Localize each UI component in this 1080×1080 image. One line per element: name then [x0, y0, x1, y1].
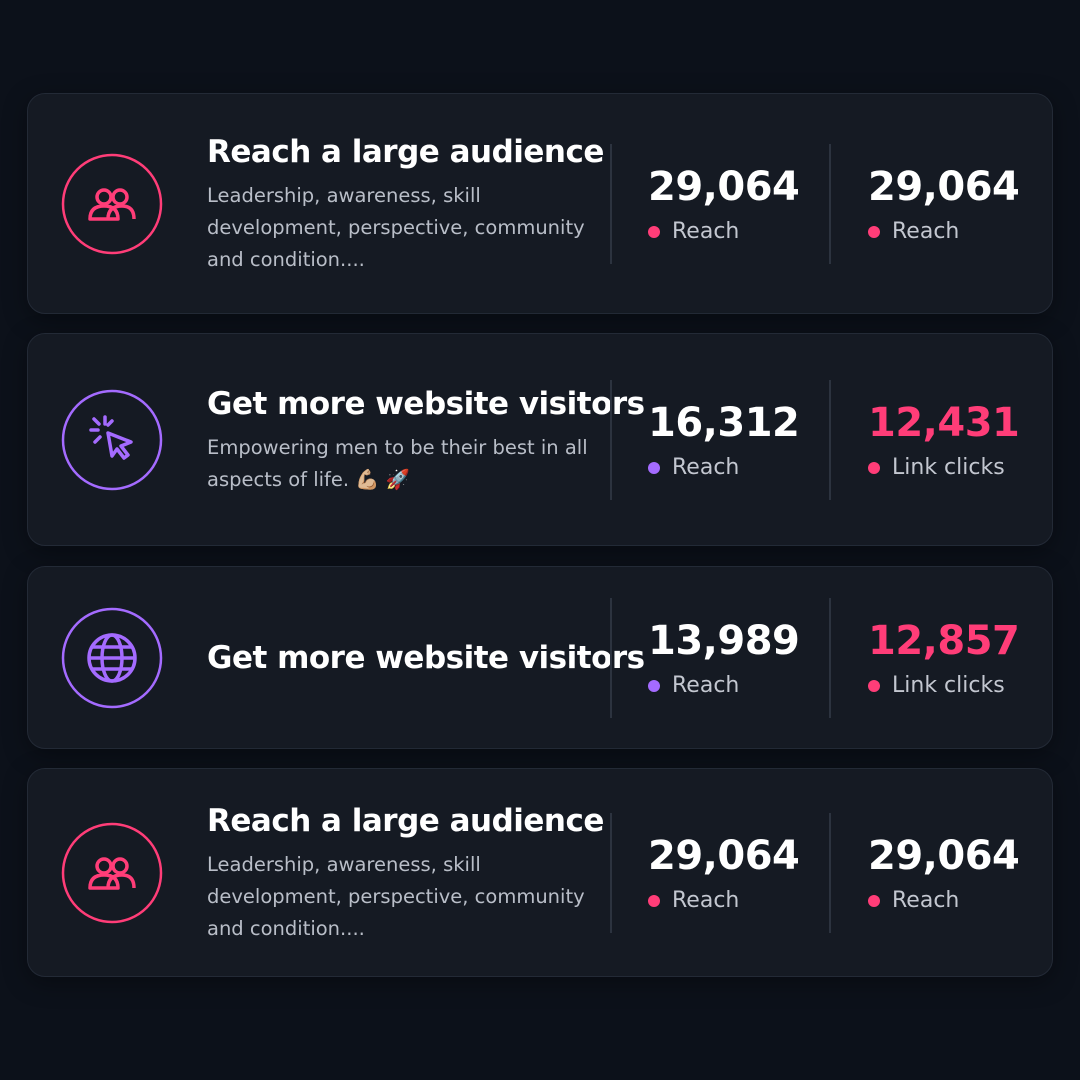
card: Reach a large audience Leadership, awaren…	[27, 768, 1053, 977]
stat-label-row: Link clicks	[868, 671, 1019, 701]
card-title: Reach a large audience	[207, 133, 604, 170]
stat: 29,064 Reach	[648, 830, 800, 916]
card-description: Empowering men to be their best in all a…	[207, 435, 588, 491]
stat: 16,312 Reach	[648, 397, 800, 483]
stat-label-row: Reach	[868, 886, 1019, 916]
legend-dot	[868, 461, 880, 474]
stat-label: Link clicks	[892, 454, 1005, 480]
stat: 13,989 Reach	[648, 615, 800, 701]
stat-label: Reach	[892, 218, 960, 244]
stat-label: Reach	[672, 887, 740, 913]
legend-dot	[648, 679, 660, 692]
divider	[829, 143, 831, 264]
legend-dot	[868, 894, 880, 907]
stat-label: Link clicks	[892, 672, 1005, 698]
stat: 12,857 Link clicks	[868, 615, 1020, 701]
stat-value: 29,064	[648, 832, 800, 879]
stat-label-row: Reach	[648, 886, 799, 916]
stat-label: Reach	[672, 672, 740, 698]
card-icon	[61, 153, 163, 254]
card-description: Leadership, awareness, skill development…	[207, 183, 585, 271]
stat-value: 29,064	[868, 832, 1020, 879]
legend-dot	[648, 461, 660, 474]
legend-dot	[868, 679, 880, 692]
stat: 12,431 Link clicks	[868, 397, 1020, 483]
card: Get more website visitors Empowering men …	[27, 333, 1053, 546]
stat-value: 13,989	[648, 617, 800, 664]
divider	[829, 379, 831, 500]
legend-dot	[648, 894, 660, 907]
card-text: Get more website visitors	[207, 638, 645, 678]
stat: 29,064 Reach	[868, 830, 1020, 916]
stat: 29,064 Reach	[868, 161, 1020, 247]
divider	[610, 143, 612, 264]
card-text: Reach a large audience Leadership, awaren…	[207, 801, 607, 945]
stat-label: Reach	[672, 218, 740, 244]
card-icon	[61, 607, 163, 708]
divider	[610, 812, 612, 933]
card-icon	[61, 389, 163, 490]
divider	[610, 597, 612, 718]
stat-value: 12,857	[868, 617, 1020, 664]
stat-value: 29,064	[648, 163, 800, 210]
stat-label-row: Reach	[648, 217, 799, 247]
stat-label: Reach	[892, 887, 960, 913]
stat-label: Reach	[672, 454, 740, 480]
divider	[829, 597, 831, 718]
divider	[610, 379, 612, 500]
stat-label-row: Reach	[648, 671, 799, 701]
card-icon	[61, 822, 163, 923]
stat: 29,064 Reach	[648, 161, 800, 247]
legend-dot	[648, 225, 660, 238]
stat-label-row: Reach	[648, 453, 799, 483]
card-description: Leadership, awareness, skill development…	[207, 852, 585, 940]
stat-value: 16,312	[648, 399, 800, 446]
divider	[829, 812, 831, 933]
stat-label-row: Link clicks	[868, 453, 1019, 483]
card-title: Reach a large audience	[207, 802, 604, 839]
stat-value: 12,431	[868, 399, 1020, 446]
card-title: Get more website visitors	[207, 639, 645, 676]
card-title: Get more website visitors	[207, 385, 645, 422]
card-text: Reach a large audience Leadership, awaren…	[207, 132, 607, 276]
card: Reach a large audience Leadership, awaren…	[27, 93, 1053, 314]
card-text: Get more website visitors Empowering men …	[207, 384, 645, 496]
legend-dot	[868, 225, 880, 238]
stat-value: 29,064	[868, 163, 1020, 210]
stat-label-row: Reach	[868, 217, 1019, 247]
card: Get more website visitors 13,989 Reach 12,8…	[27, 566, 1053, 749]
